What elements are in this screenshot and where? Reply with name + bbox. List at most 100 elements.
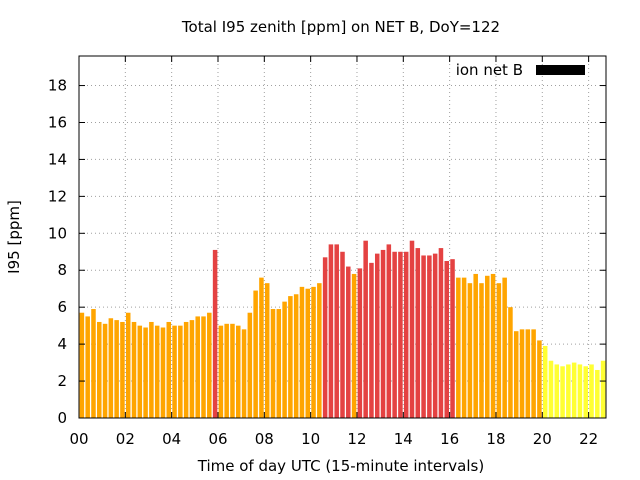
bar — [114, 320, 119, 418]
bar — [485, 275, 490, 418]
bar — [398, 251, 403, 418]
bar — [218, 325, 224, 418]
bar — [230, 323, 235, 418]
legend-swatch — [536, 65, 585, 75]
grid-lines — [79, 56, 606, 418]
bar — [380, 249, 386, 418]
bar — [270, 309, 276, 418]
x-tick-label: 20 — [533, 430, 552, 448]
bar — [421, 255, 426, 418]
bar — [311, 286, 316, 418]
x-tick-label: 02 — [116, 430, 135, 448]
bar — [207, 312, 212, 418]
bar — [334, 244, 339, 418]
bar — [299, 286, 305, 418]
bar — [172, 325, 177, 418]
bar — [346, 266, 351, 418]
bar — [490, 273, 496, 418]
bar — [102, 323, 108, 418]
bar — [328, 244, 334, 418]
bar — [386, 244, 392, 418]
bar — [479, 283, 484, 418]
bar — [305, 288, 311, 418]
bar — [224, 323, 229, 418]
y-tick-label: 12 — [48, 187, 67, 205]
bar — [85, 316, 90, 418]
bar — [288, 296, 293, 418]
bar — [253, 290, 258, 418]
bar — [403, 251, 409, 418]
bar — [444, 261, 450, 418]
bar — [513, 331, 519, 418]
bar — [235, 325, 241, 418]
bar — [125, 312, 131, 418]
bar — [456, 277, 461, 418]
bar — [467, 283, 473, 418]
bar — [374, 253, 380, 418]
y-axis-label: I95 [ppm] — [5, 200, 23, 274]
bar — [201, 316, 206, 418]
x-tick-label: 00 — [69, 430, 88, 448]
bar — [502, 277, 507, 418]
x-axis-label: Time of day UTC (15-minute intervals) — [197, 457, 484, 475]
y-tick-label: 6 — [57, 298, 67, 316]
x-tick-label: 04 — [162, 430, 181, 448]
bar — [154, 325, 160, 418]
bar — [432, 253, 438, 418]
bar — [247, 312, 253, 418]
y-tick-label: 10 — [48, 224, 67, 242]
bar — [178, 325, 183, 418]
bar — [461, 277, 467, 418]
bar — [276, 309, 282, 418]
bar — [351, 273, 357, 418]
bar — [108, 318, 114, 418]
y-tick-labels: 0 2 4 6 8 10 12 14 16 18 — [48, 77, 67, 427]
y-tick-label: 0 — [57, 409, 67, 427]
bar — [143, 327, 148, 418]
bar — [496, 283, 502, 418]
bar — [160, 327, 166, 418]
bar — [554, 364, 560, 418]
bar — [293, 294, 299, 418]
bar — [369, 262, 374, 418]
y-tick-label: 18 — [48, 77, 67, 95]
bar — [583, 366, 588, 418]
bar — [450, 259, 455, 418]
legend-label: ion net B — [456, 61, 523, 79]
x-tick-label: 16 — [440, 430, 459, 448]
bar — [560, 366, 565, 418]
bar — [589, 364, 594, 418]
bar — [525, 329, 531, 418]
bar — [427, 255, 432, 418]
bar — [97, 321, 102, 418]
bar — [183, 321, 189, 418]
x-tick-label: 10 — [301, 430, 320, 448]
bar — [212, 249, 218, 418]
bar — [537, 340, 542, 418]
bar — [264, 283, 270, 418]
bar — [571, 362, 577, 418]
bar — [473, 273, 478, 418]
axis-ticks — [78, 56, 606, 419]
bar — [137, 325, 143, 418]
y-tick-label: 4 — [57, 335, 67, 353]
legend: ion net B — [456, 61, 585, 79]
bar — [566, 364, 571, 418]
bar — [340, 251, 345, 418]
bar — [91, 309, 96, 418]
bar — [79, 312, 85, 418]
bar — [317, 283, 322, 418]
y-tick-label: 14 — [48, 150, 67, 168]
bar — [531, 329, 536, 418]
x-tick-label: 22 — [579, 430, 598, 448]
bar-series — [79, 240, 606, 418]
bar — [357, 268, 363, 418]
bar — [131, 321, 137, 418]
bar — [392, 251, 397, 418]
x-tick-label: 12 — [347, 430, 366, 448]
x-tick-label: 14 — [394, 430, 413, 448]
bar — [241, 329, 247, 418]
x-tick-label: 08 — [255, 430, 274, 448]
bar — [438, 248, 444, 418]
